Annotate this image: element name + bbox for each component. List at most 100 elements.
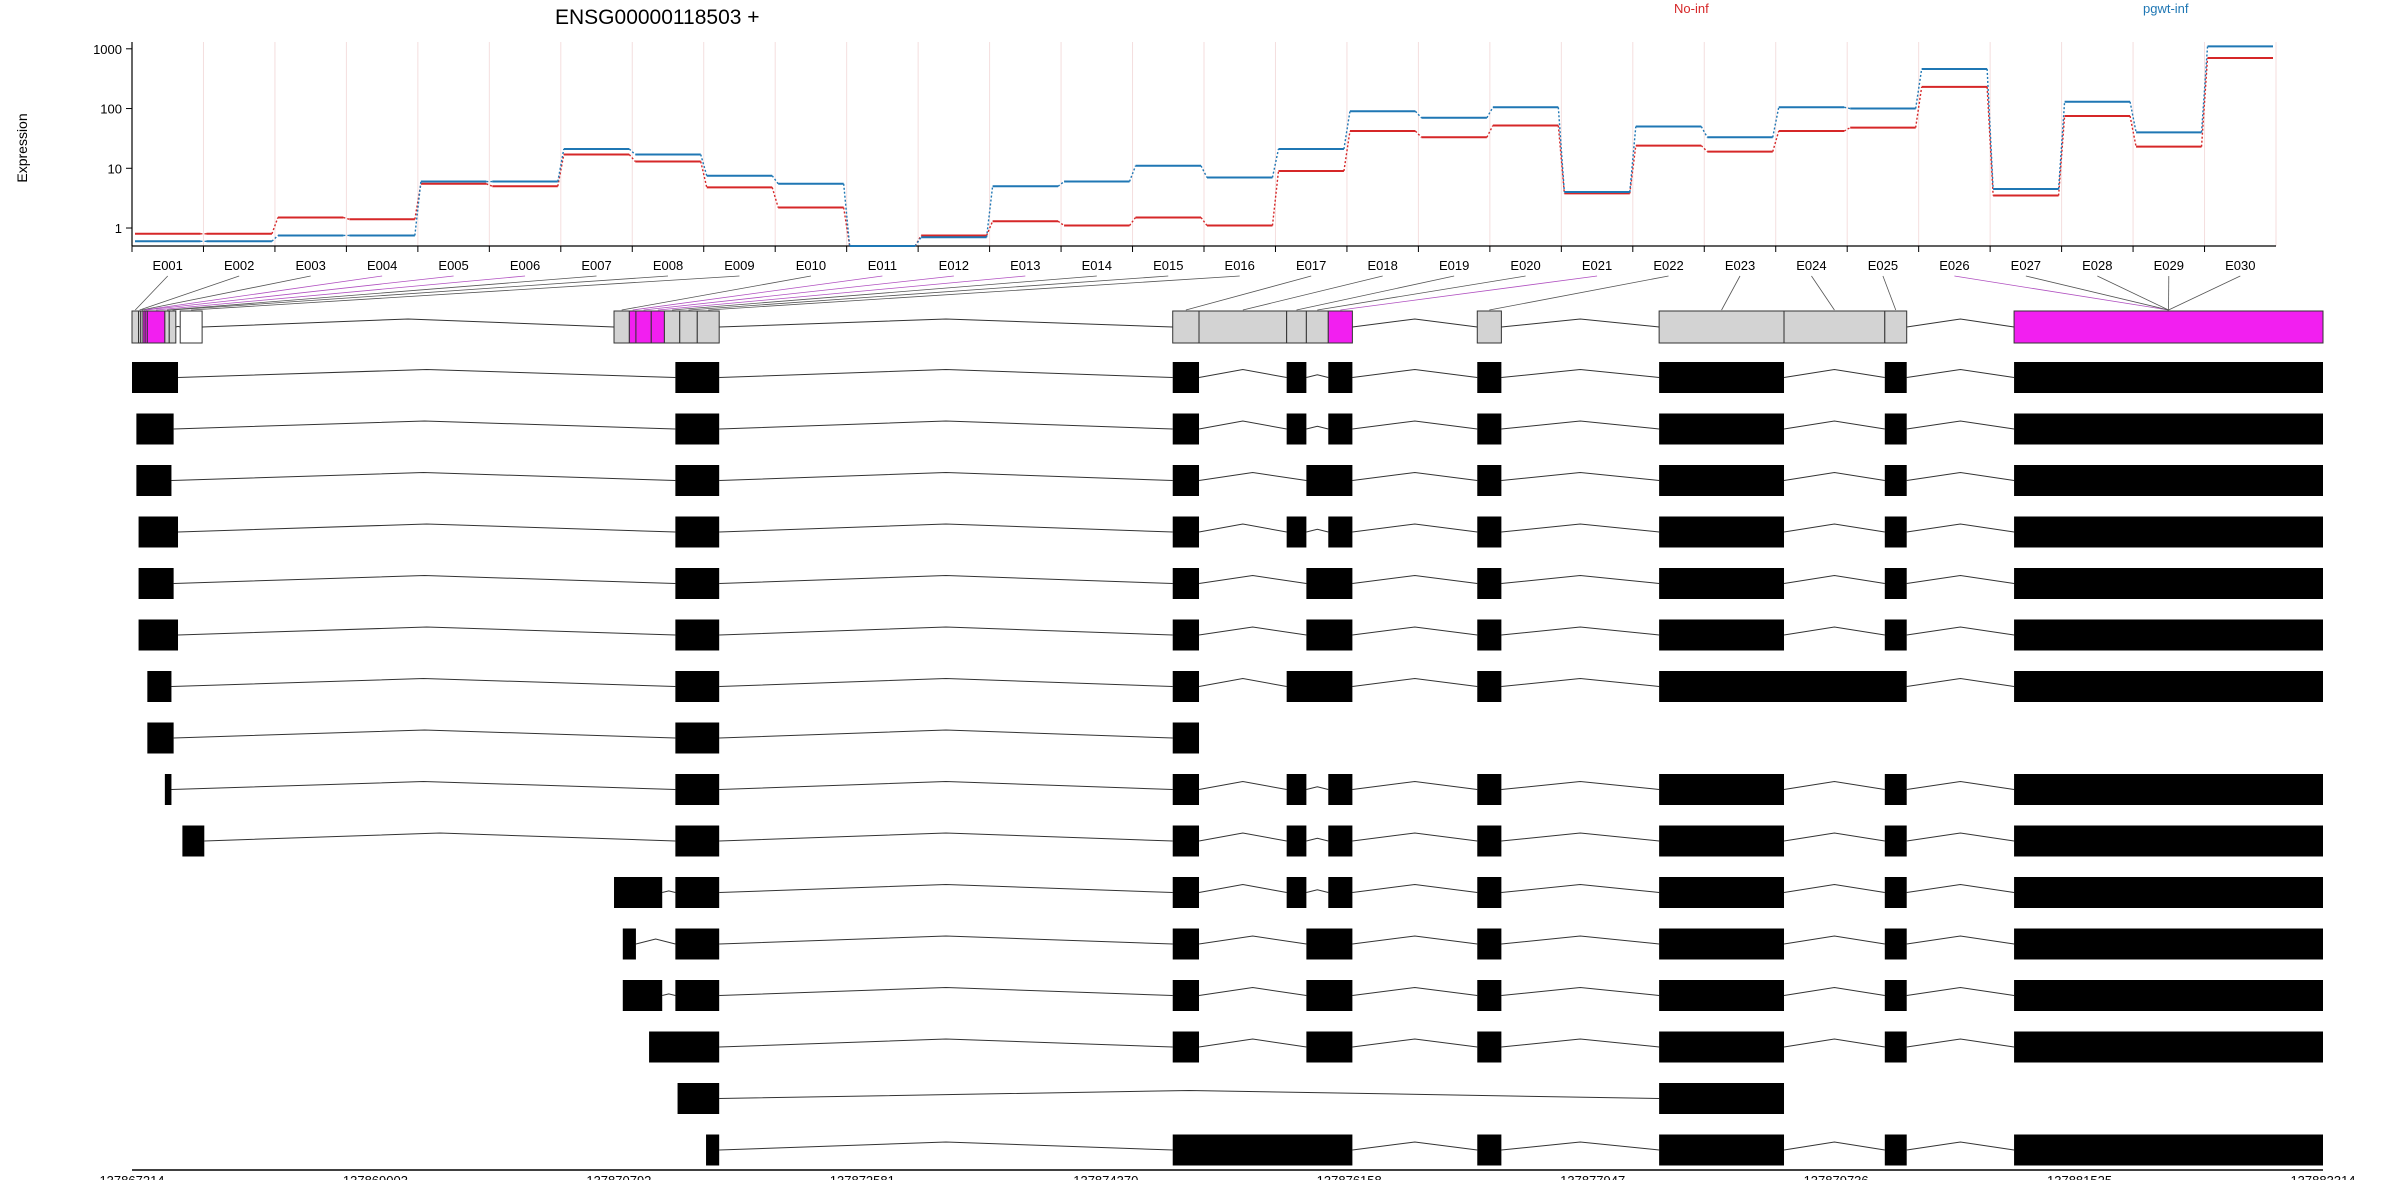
exon-mapping-line bbox=[156, 275, 526, 311]
transcript-intron bbox=[1501, 574, 1660, 584]
y-tick-label: 10 bbox=[108, 161, 122, 176]
exon-mapping-line bbox=[1489, 275, 1669, 311]
transcript-exon bbox=[1172, 877, 1200, 908]
series-connector bbox=[1843, 126, 1851, 132]
transcript-intron bbox=[1352, 1038, 1478, 1048]
gene-exon bbox=[1884, 310, 1908, 344]
series-connector bbox=[1700, 145, 1708, 153]
transcript-intron bbox=[635, 938, 676, 945]
transcript-intron bbox=[1198, 471, 1307, 481]
gene-exon bbox=[679, 310, 698, 344]
transcript-exon bbox=[1659, 1083, 1785, 1114]
transcript-intron bbox=[1352, 677, 1478, 687]
gene-intron bbox=[1906, 318, 2015, 328]
exon-mapping-line bbox=[2097, 275, 2169, 311]
transcript-exon bbox=[1286, 413, 1307, 445]
transcript-intron bbox=[719, 471, 1173, 481]
exon-mapping-line bbox=[1242, 275, 1383, 311]
transcript-exon bbox=[1172, 568, 1200, 599]
series-connector bbox=[2129, 115, 2137, 147]
x-tick-label: E018 bbox=[1367, 258, 1397, 273]
transcript-exon bbox=[1477, 1031, 1502, 1063]
transcript-intron bbox=[1783, 368, 1885, 378]
y-tick-label: 1000 bbox=[93, 42, 122, 57]
transcript-intron bbox=[1306, 837, 1329, 842]
transcript-intron bbox=[1501, 471, 1660, 481]
exon-mapping-line bbox=[1721, 275, 1741, 311]
transcript-intron bbox=[177, 626, 676, 636]
transcript-intron bbox=[1906, 986, 2015, 996]
gene-exon bbox=[1172, 310, 1200, 344]
transcript-1 bbox=[132, 362, 2323, 393]
series-connector bbox=[1200, 217, 1208, 226]
series-connector bbox=[557, 148, 565, 182]
series-connector bbox=[1271, 170, 1280, 226]
transcript-14 bbox=[649, 1031, 2323, 1063]
x-tick-label: E028 bbox=[2082, 258, 2112, 273]
transcript-exon bbox=[1659, 413, 1785, 445]
transcript-intron bbox=[719, 1038, 1173, 1048]
transcript-exon bbox=[1477, 671, 1502, 702]
transcript-intron bbox=[1352, 420, 1478, 430]
exon-mapping-line bbox=[146, 275, 454, 311]
transcript-intron bbox=[1306, 425, 1329, 430]
transcript-intron bbox=[1352, 780, 1478, 790]
transcript-exon bbox=[622, 980, 663, 1011]
gene-exon bbox=[2013, 310, 2324, 344]
transcript-intron bbox=[1198, 523, 1287, 533]
transcript-exon bbox=[1659, 568, 1785, 599]
x-tick-label: E015 bbox=[1153, 258, 1183, 273]
transcript-exon bbox=[1328, 825, 1353, 857]
series-no-inf bbox=[135, 57, 2273, 247]
transcript-intron bbox=[1306, 786, 1329, 790]
chart-area: 1 10 100 1000 E001 E002 E003 E004 E005 E006 E007 E0… bbox=[93, 42, 2355, 1180]
gene-exon bbox=[1783, 310, 1886, 344]
transcript-exon bbox=[1477, 877, 1502, 908]
transcript-exon bbox=[675, 516, 720, 548]
transcript-exon bbox=[1477, 774, 1502, 805]
transcript-intron bbox=[719, 368, 1173, 378]
exon-mapping-line bbox=[2025, 275, 2169, 311]
x-tick-label: E016 bbox=[1225, 258, 1255, 273]
gene-exon bbox=[650, 310, 665, 344]
x-tick-label: E009 bbox=[724, 258, 754, 273]
genomic-axis-label: 137867214 bbox=[99, 1173, 164, 1180]
transcript-intron bbox=[1198, 677, 1287, 687]
transcript-exon bbox=[1659, 671, 1907, 702]
gene-exon bbox=[131, 310, 140, 344]
legend-no-inf: No-inf bbox=[1674, 1, 1709, 16]
y-axis-label: Expression bbox=[14, 113, 30, 182]
transcript-intron bbox=[1352, 832, 1478, 842]
series-connector bbox=[1128, 165, 1137, 182]
transcript-exon bbox=[182, 825, 205, 857]
transcript-exon bbox=[1659, 928, 1785, 960]
transcript-5 bbox=[138, 568, 2323, 599]
transcript-exon bbox=[1286, 877, 1307, 908]
transcript-intron bbox=[1198, 780, 1287, 790]
transcript-exon bbox=[675, 980, 720, 1011]
transcript-exon bbox=[1306, 980, 1353, 1011]
transcript-exon bbox=[1884, 362, 1907, 393]
transcript-intron bbox=[1198, 420, 1287, 430]
exon-mapping-line bbox=[1317, 275, 1526, 311]
transcript-exon bbox=[1884, 465, 1907, 496]
transcript-intron bbox=[1501, 626, 1660, 636]
transcript-exon bbox=[1659, 980, 1785, 1011]
transcript-exon bbox=[1172, 671, 1200, 702]
transcript-intron bbox=[1198, 883, 1287, 893]
transcript-intron bbox=[1783, 883, 1885, 893]
exon-mapping-line bbox=[167, 275, 597, 311]
gene-exon bbox=[663, 310, 681, 344]
transcript-exon bbox=[1286, 362, 1307, 393]
exon-mapping-line bbox=[172, 275, 669, 311]
exon-mapping-line bbox=[621, 275, 812, 311]
transcript-intron bbox=[1352, 471, 1478, 481]
transcript-exon bbox=[1884, 877, 1907, 908]
series-connector bbox=[985, 220, 994, 236]
series-connector bbox=[1629, 145, 1637, 194]
transcript-intron bbox=[173, 729, 676, 739]
gene-intron bbox=[1352, 318, 1478, 328]
transcript-intron bbox=[171, 677, 676, 687]
transcript-intron bbox=[1501, 677, 1660, 687]
transcript-13 bbox=[622, 980, 2323, 1011]
